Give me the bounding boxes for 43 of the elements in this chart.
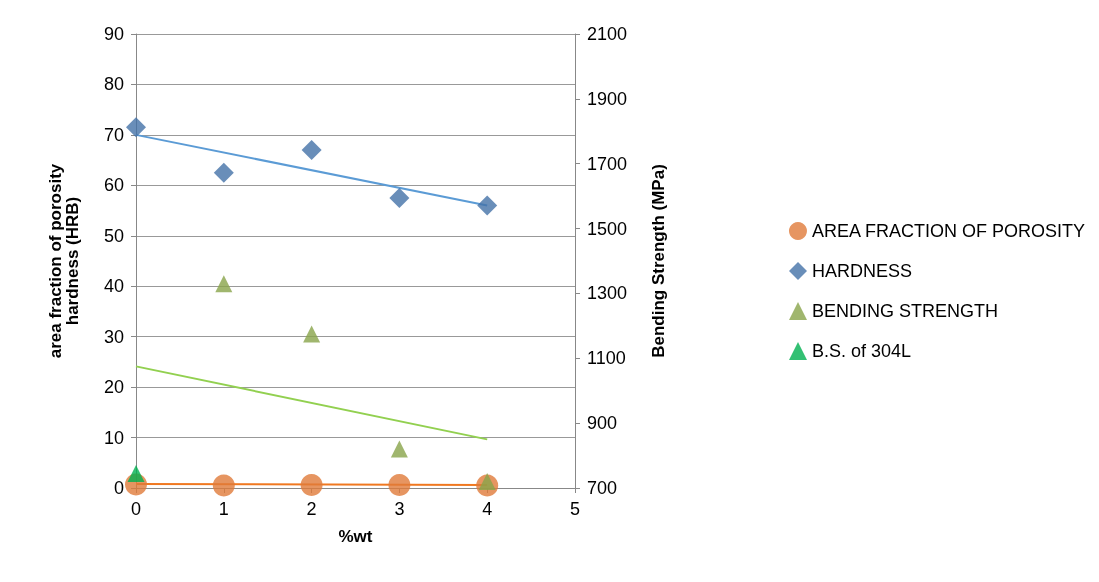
y2-tick-label: 700 <box>587 478 618 498</box>
point <box>212 474 235 497</box>
x-tick-label: 1 <box>218 499 229 519</box>
y2-tick-label: 900 <box>587 413 618 434</box>
point <box>301 140 322 161</box>
point <box>390 440 408 458</box>
x-tick-label: 4 <box>482 499 493 519</box>
point <box>300 473 323 496</box>
point <box>215 275 233 293</box>
y2-tick-label: 1300 <box>587 283 628 304</box>
y-tick-label: 70 <box>103 124 124 145</box>
y-axis-title: area fraction of porosity hardness (HRB) <box>46 163 82 359</box>
x-tick-label: 0 <box>130 499 142 519</box>
y-tick-label: 90 <box>103 24 124 44</box>
y-tick-label: 80 <box>103 74 124 95</box>
point <box>303 325 321 343</box>
y2-tick-label: 1700 <box>587 153 628 174</box>
y-tick-label: 50 <box>103 225 124 246</box>
x-axis-title: %wt <box>338 527 373 546</box>
point <box>127 464 145 482</box>
y-tick-label: 40 <box>103 276 124 297</box>
legend-label: AREA FRACTION OF POROSITY <box>811 221 1086 241</box>
y2-tick-label: 2100 <box>587 24 628 44</box>
point <box>388 473 411 496</box>
y2-tick-label: 1500 <box>587 218 628 239</box>
x-tick-label: 3 <box>394 499 405 519</box>
point <box>477 195 498 216</box>
y2-axis-title: Bending Strength (MPa) <box>649 164 668 358</box>
legend-label: B.S. of 304L <box>811 341 912 361</box>
y-tick-label: 0 <box>113 478 124 498</box>
legend-label: BENDING STRENGTH <box>811 301 998 321</box>
y2-tick-label: 1100 <box>587 348 626 369</box>
x-tick-label: 2 <box>306 499 317 519</box>
point <box>126 117 146 138</box>
y-tick-label: 20 <box>103 377 124 398</box>
y-tick-label: 60 <box>103 175 124 196</box>
point <box>389 187 410 208</box>
y2-tick-label: 1900 <box>587 88 628 109</box>
x-tick-label: 5 <box>569 499 581 519</box>
y-tick-label: 10 <box>103 427 124 448</box>
y-tick-label: 30 <box>103 326 124 347</box>
point <box>213 162 234 183</box>
legend-label: HARDNESS <box>811 261 913 281</box>
